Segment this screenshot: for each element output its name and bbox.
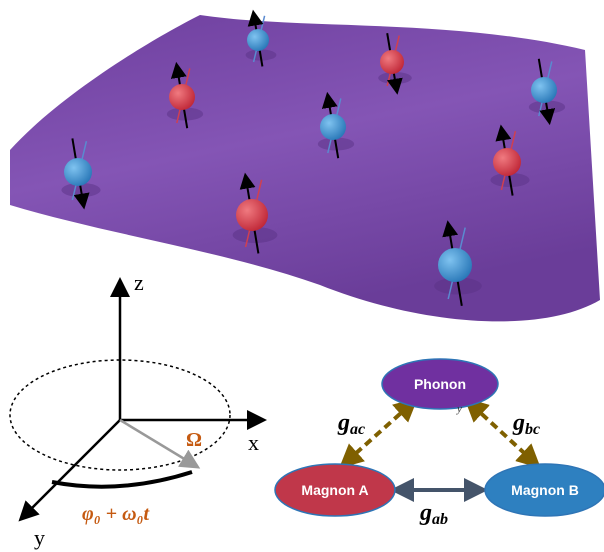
axis-label: x — [248, 430, 259, 455]
spin-ball — [320, 114, 346, 140]
spin-ball — [169, 84, 195, 110]
spin-ball — [236, 199, 268, 231]
node — [484, 463, 604, 517]
spin-ball — [380, 50, 404, 74]
subscript: ac — [350, 421, 365, 438]
symbol: g — [419, 500, 432, 526]
spin-ball — [493, 148, 521, 176]
node-label: Magnon A — [301, 482, 368, 498]
coupling-label: gbc — [512, 410, 540, 438]
node — [381, 358, 499, 410]
coupling-label: gac — [337, 410, 365, 438]
axes-diagram — [9, 277, 267, 522]
coupling-label: gab — [419, 500, 448, 528]
phase-label: φ₀ + ω₀t — [82, 503, 151, 525]
spin-vector — [119, 418, 201, 469]
omega-label: Ω — [186, 429, 202, 451]
node — [274, 463, 396, 517]
coupling-diagram — [274, 358, 604, 517]
node-label: Phonon — [414, 376, 466, 392]
phase-arc — [51, 470, 193, 489]
spins — [61, 9, 566, 306]
node-label: Magnon B — [511, 482, 579, 498]
spin-ball — [531, 77, 557, 103]
axis-label: y — [34, 525, 45, 550]
symbol: g — [512, 410, 525, 436]
orbit — [9, 359, 231, 471]
y-axis — [18, 419, 121, 522]
subscript: bc — [525, 421, 540, 438]
axis-label: z — [134, 270, 144, 295]
symbol: g — [337, 410, 350, 436]
stray-label: y — [456, 403, 462, 415]
subscript: ab — [432, 511, 448, 528]
spin-ball — [64, 158, 92, 186]
spin-ball — [247, 29, 269, 51]
spin-ball — [438, 248, 472, 282]
